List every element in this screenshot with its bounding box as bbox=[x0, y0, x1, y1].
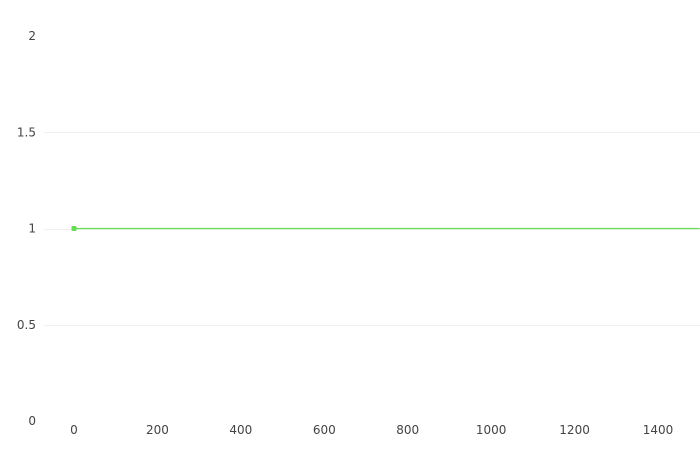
x-tick-label: 400 bbox=[229, 423, 252, 437]
data-point[interactable] bbox=[71, 226, 77, 231]
y-tick-label: 1 bbox=[28, 222, 36, 236]
x-axis-ticks: 0 200 400 600 800 1000 1200 1400 bbox=[70, 423, 673, 437]
x-tick-label: 600 bbox=[313, 423, 336, 437]
x-tick-label: 0 bbox=[70, 423, 78, 437]
x-tick-label: 800 bbox=[396, 423, 419, 437]
y-tick-label: 0.5 bbox=[17, 318, 36, 332]
y-tick-label: 1.5 bbox=[17, 125, 36, 139]
y-tick-label: 0 bbox=[28, 414, 36, 428]
x-tick-label: 1000 bbox=[476, 423, 507, 437]
x-tick-label: 1200 bbox=[559, 423, 590, 437]
y-tick-label: 2 bbox=[28, 29, 36, 43]
series-layer bbox=[71, 226, 700, 231]
x-tick-label: 1400 bbox=[643, 423, 674, 437]
grid-lines bbox=[44, 132, 700, 326]
x-tick-label: 200 bbox=[146, 423, 169, 437]
y-axis-ticks: 0 0.5 1 1.5 2 bbox=[17, 29, 36, 428]
